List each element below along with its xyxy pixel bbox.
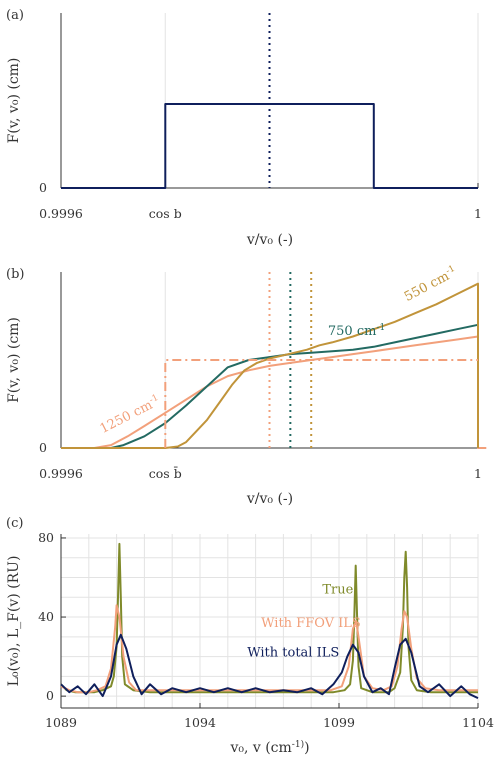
panel-c-series-with-ffov-ils-line [60,604,478,694]
panel-a-label: (a) [6,8,24,23]
panel-c-series-true-line [60,542,478,694]
panel-c-x-tick-label: 1104 [462,715,494,730]
panel-c-label: (c) [6,516,23,531]
panel-c-annotation: True [322,582,353,597]
panel-c-x-tick-label: 1099 [323,715,355,730]
panel-b-series-550-cm-1-line [61,282,479,449]
panel-a-x-tick-label: cos b [149,206,182,221]
panel-c-series-with-total-ils-line [60,633,479,700]
panel-a-y-axis-label: F(v, v₀) (cm) [6,58,22,144]
panel-b-x-tick-label: 1 [474,466,482,481]
panel-c-y-tick-label: 80 [38,530,54,545]
panel-b-label: (b) [6,267,24,282]
panel-c-y-tick-label: 0 [46,688,54,703]
panel-b-x-axis-label: v/v₀ (-) [246,491,293,507]
panel-b-x-tick-label: cos b̄ [149,465,182,481]
panel-c-x-axis-label: v₀, v (cm-1)) [229,739,309,756]
panel-a-x-axis-label: v/v₀ (-) [246,232,293,248]
panel-c-y-axis-label: L₀(v₀), L_F(v) (RU) [6,556,22,687]
panel-b-annotation: 750 cm-1 [328,323,385,339]
panel-a-y-tick-label: 0 [39,180,47,195]
panel-c-y-tick-label: 40 [38,609,54,624]
panel-b-annotation: 550 cm-1 [401,264,459,305]
panel-c-x-tick-label: 1094 [184,715,216,730]
panel-a-x-tick-label: 0.9996 [39,206,83,221]
panel-b-series-reference-line [164,359,478,448]
panel-a-x-tick-label: 1 [474,206,482,221]
panel-b-series-1250-cm-1-line [61,335,487,449]
panel-c-annotation: With total ILS [247,646,339,661]
panel-b-x-tick-label: 0.9996 [39,466,83,481]
panel-c-x-tick-label: 1089 [45,715,77,730]
panel-b-y-tick-label: 0 [39,440,47,455]
panel-a-series-reference-line [61,103,478,189]
panel-c-annotation: With FFOV ILS [261,616,361,631]
panel-b-y-axis-label: F(v, v₀) (cm) [6,317,22,403]
